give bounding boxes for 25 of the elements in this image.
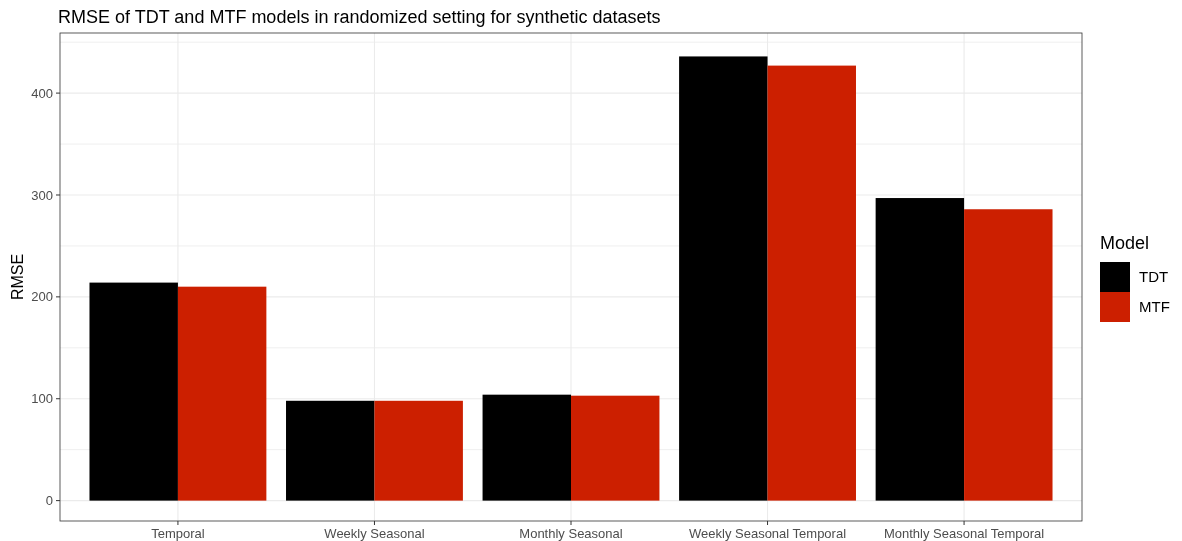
bar (964, 209, 1053, 501)
bar (767, 65, 856, 501)
x-tick-label: Weekly Seasonal Temporal (689, 526, 847, 541)
x-tick-label: Weekly Seasonal (324, 526, 425, 541)
legend-label: TDT (1139, 268, 1169, 286)
bar (482, 394, 571, 501)
bar (286, 400, 375, 501)
legend-label: MTF (1139, 298, 1170, 316)
bar (177, 286, 267, 501)
y-axis-title: RMSE (9, 253, 26, 301)
y-tick-label: 100 (31, 391, 53, 407)
bar (89, 282, 178, 501)
legend-title: Model (1100, 233, 1150, 253)
bar (679, 56, 768, 501)
bar (571, 395, 660, 501)
bar (374, 400, 463, 501)
bar (875, 198, 965, 501)
y-tick-label: 0 (45, 493, 53, 509)
x-tick-label: Monthly Seasonal (519, 526, 623, 541)
x-tick-label: Temporal (151, 526, 205, 541)
y-tick-label: 300 (31, 187, 53, 203)
y-tick-label: 200 (31, 289, 53, 305)
y-tick-label: 400 (31, 85, 53, 101)
chart-title: RMSE of TDT and MTF models in randomized setting for synthetic datasets (58, 7, 661, 27)
x-tick-label: Monthly Seasonal Temporal (883, 526, 1045, 541)
